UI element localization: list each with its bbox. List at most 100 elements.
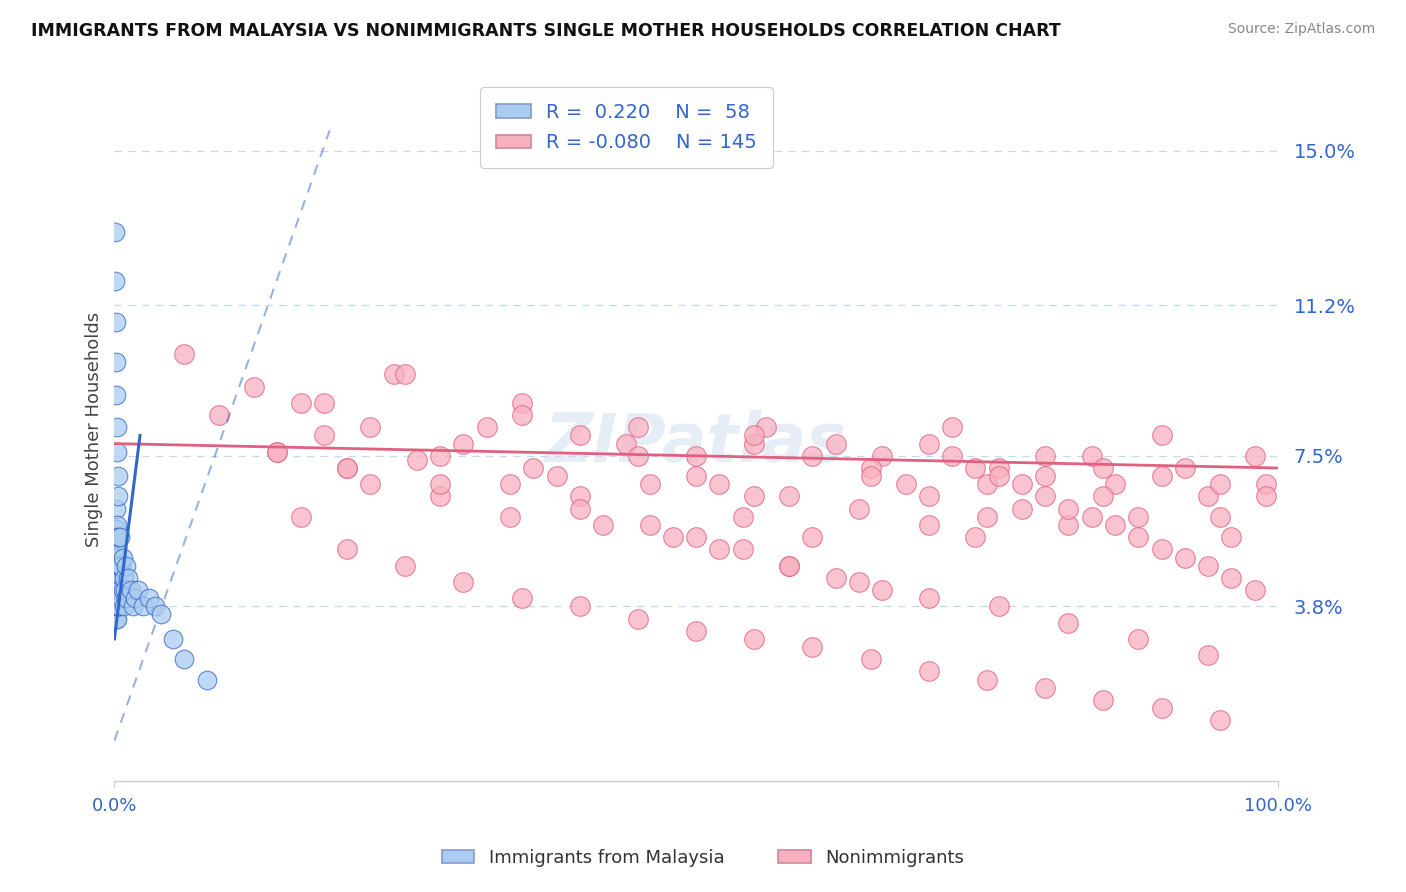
Point xyxy=(801,530,824,544)
Point xyxy=(918,490,941,504)
Point xyxy=(1057,518,1080,533)
Point xyxy=(731,542,754,557)
Point xyxy=(742,428,765,442)
Point xyxy=(638,518,661,533)
Point xyxy=(107,583,129,598)
Point xyxy=(104,314,127,328)
Point xyxy=(1220,530,1243,544)
Point xyxy=(522,461,544,475)
Point xyxy=(104,501,127,516)
Point xyxy=(627,449,650,463)
Point xyxy=(685,449,707,463)
Point xyxy=(568,501,591,516)
Point xyxy=(104,522,127,536)
Point xyxy=(1092,461,1115,475)
Point xyxy=(1208,509,1230,524)
Point xyxy=(105,542,128,557)
Point xyxy=(1256,490,1278,504)
Point xyxy=(1080,509,1102,524)
Point xyxy=(987,469,1010,483)
Point xyxy=(1208,713,1230,727)
Point xyxy=(105,558,128,573)
Point xyxy=(104,355,127,369)
Point xyxy=(685,469,707,483)
Point xyxy=(127,583,149,598)
Point xyxy=(510,396,533,410)
Point xyxy=(105,583,128,598)
Point xyxy=(104,225,127,239)
Point xyxy=(638,477,661,491)
Point xyxy=(114,583,136,598)
Point xyxy=(568,490,591,504)
Legend: R =  0.220    N =  58, R = -0.080    N = 145: R = 0.220 N = 58, R = -0.080 N = 145 xyxy=(479,87,772,168)
Point xyxy=(266,444,288,458)
Point xyxy=(104,542,127,557)
Point xyxy=(105,571,128,585)
Point xyxy=(243,379,266,393)
Point xyxy=(107,490,129,504)
Point xyxy=(312,396,335,410)
Point xyxy=(1011,477,1033,491)
Point xyxy=(394,368,416,382)
Point xyxy=(742,490,765,504)
Point xyxy=(429,477,451,491)
Point xyxy=(824,571,846,585)
Point xyxy=(110,558,132,573)
Point xyxy=(614,436,637,450)
Point xyxy=(108,599,131,614)
Point xyxy=(941,420,963,434)
Point xyxy=(510,408,533,422)
Point xyxy=(110,530,132,544)
Point xyxy=(801,449,824,463)
Point xyxy=(662,530,685,544)
Point xyxy=(918,591,941,606)
Point xyxy=(266,444,288,458)
Point xyxy=(965,530,987,544)
Legend: Immigrants from Malaysia, Nonimmigrants: Immigrants from Malaysia, Nonimmigrants xyxy=(434,842,972,874)
Point xyxy=(778,558,800,573)
Point xyxy=(965,461,987,475)
Point xyxy=(132,599,155,614)
Point xyxy=(312,428,335,442)
Point xyxy=(110,583,132,598)
Point xyxy=(1150,701,1173,715)
Point xyxy=(859,652,882,666)
Point xyxy=(918,665,941,679)
Point xyxy=(627,420,650,434)
Point xyxy=(627,611,650,625)
Point xyxy=(778,490,800,504)
Point xyxy=(104,583,127,598)
Point xyxy=(1174,550,1197,565)
Point xyxy=(1256,477,1278,491)
Point xyxy=(382,368,405,382)
Text: IMMIGRANTS FROM MALAYSIA VS NONIMMIGRANTS SINGLE MOTHER HOUSEHOLDS CORRELATION C: IMMIGRANTS FROM MALAYSIA VS NONIMMIGRANT… xyxy=(31,22,1060,40)
Point xyxy=(872,583,894,598)
Point xyxy=(685,624,707,638)
Point xyxy=(1150,542,1173,557)
Point xyxy=(290,509,312,524)
Point xyxy=(197,673,219,687)
Point xyxy=(104,274,127,288)
Point xyxy=(1128,509,1150,524)
Point xyxy=(107,591,129,606)
Point xyxy=(149,607,172,622)
Point xyxy=(105,611,128,625)
Point xyxy=(499,477,522,491)
Point xyxy=(105,550,128,565)
Point xyxy=(429,449,451,463)
Point xyxy=(115,558,138,573)
Point xyxy=(208,408,231,422)
Point xyxy=(107,599,129,614)
Point xyxy=(336,461,359,475)
Point xyxy=(105,571,128,585)
Point xyxy=(918,436,941,450)
Point xyxy=(1033,490,1056,504)
Point xyxy=(453,436,475,450)
Point xyxy=(1220,571,1243,585)
Point xyxy=(1033,469,1056,483)
Point xyxy=(104,611,127,625)
Point xyxy=(1033,449,1056,463)
Point xyxy=(111,550,134,565)
Point xyxy=(1197,648,1219,662)
Point xyxy=(105,591,128,606)
